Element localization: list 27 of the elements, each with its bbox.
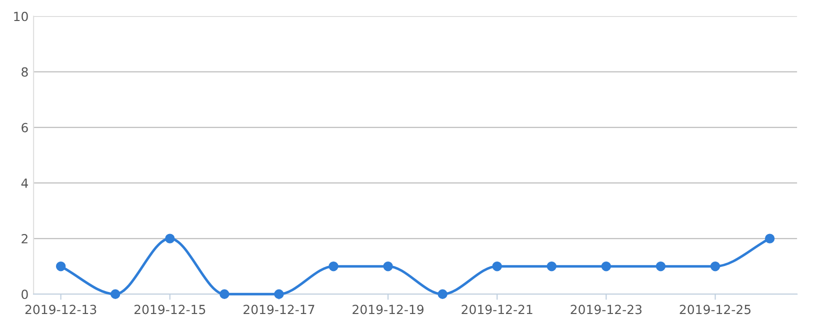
- point: [438, 289, 448, 299]
- point: [383, 261, 393, 272]
- y-tick-label: 2: [22, 234, 28, 244]
- y-tick-label: 6: [22, 122, 28, 132]
- point: [710, 261, 720, 272]
- point: [601, 261, 612, 272]
- x-tick-label: 2019-12-15: [134, 304, 206, 314]
- y-tick-label: 8: [22, 67, 28, 77]
- point: [656, 261, 666, 272]
- point: [546, 261, 557, 272]
- y-tick-label: 10: [14, 12, 28, 22]
- x-tick-label: 2019-12-23: [570, 304, 642, 314]
- y-tick-label: 4: [21, 178, 28, 188]
- x-tick-label: 2019-12-19: [352, 304, 424, 314]
- point: [492, 261, 502, 272]
- point: [328, 261, 338, 272]
- x-tick-label: 2019-12-25: [680, 304, 750, 314]
- point: [56, 261, 66, 272]
- x-tick-label: 2019-12-17: [244, 304, 314, 314]
- point: [220, 289, 230, 299]
- point: [274, 289, 284, 299]
- y-tick-label: 0: [22, 290, 28, 300]
- point: [110, 289, 120, 299]
- point: [165, 234, 175, 244]
- x-tick-label: 2019-12-13: [25, 304, 96, 314]
- point: [764, 234, 775, 244]
- x-tick-label: 2019-12-21: [462, 304, 532, 314]
